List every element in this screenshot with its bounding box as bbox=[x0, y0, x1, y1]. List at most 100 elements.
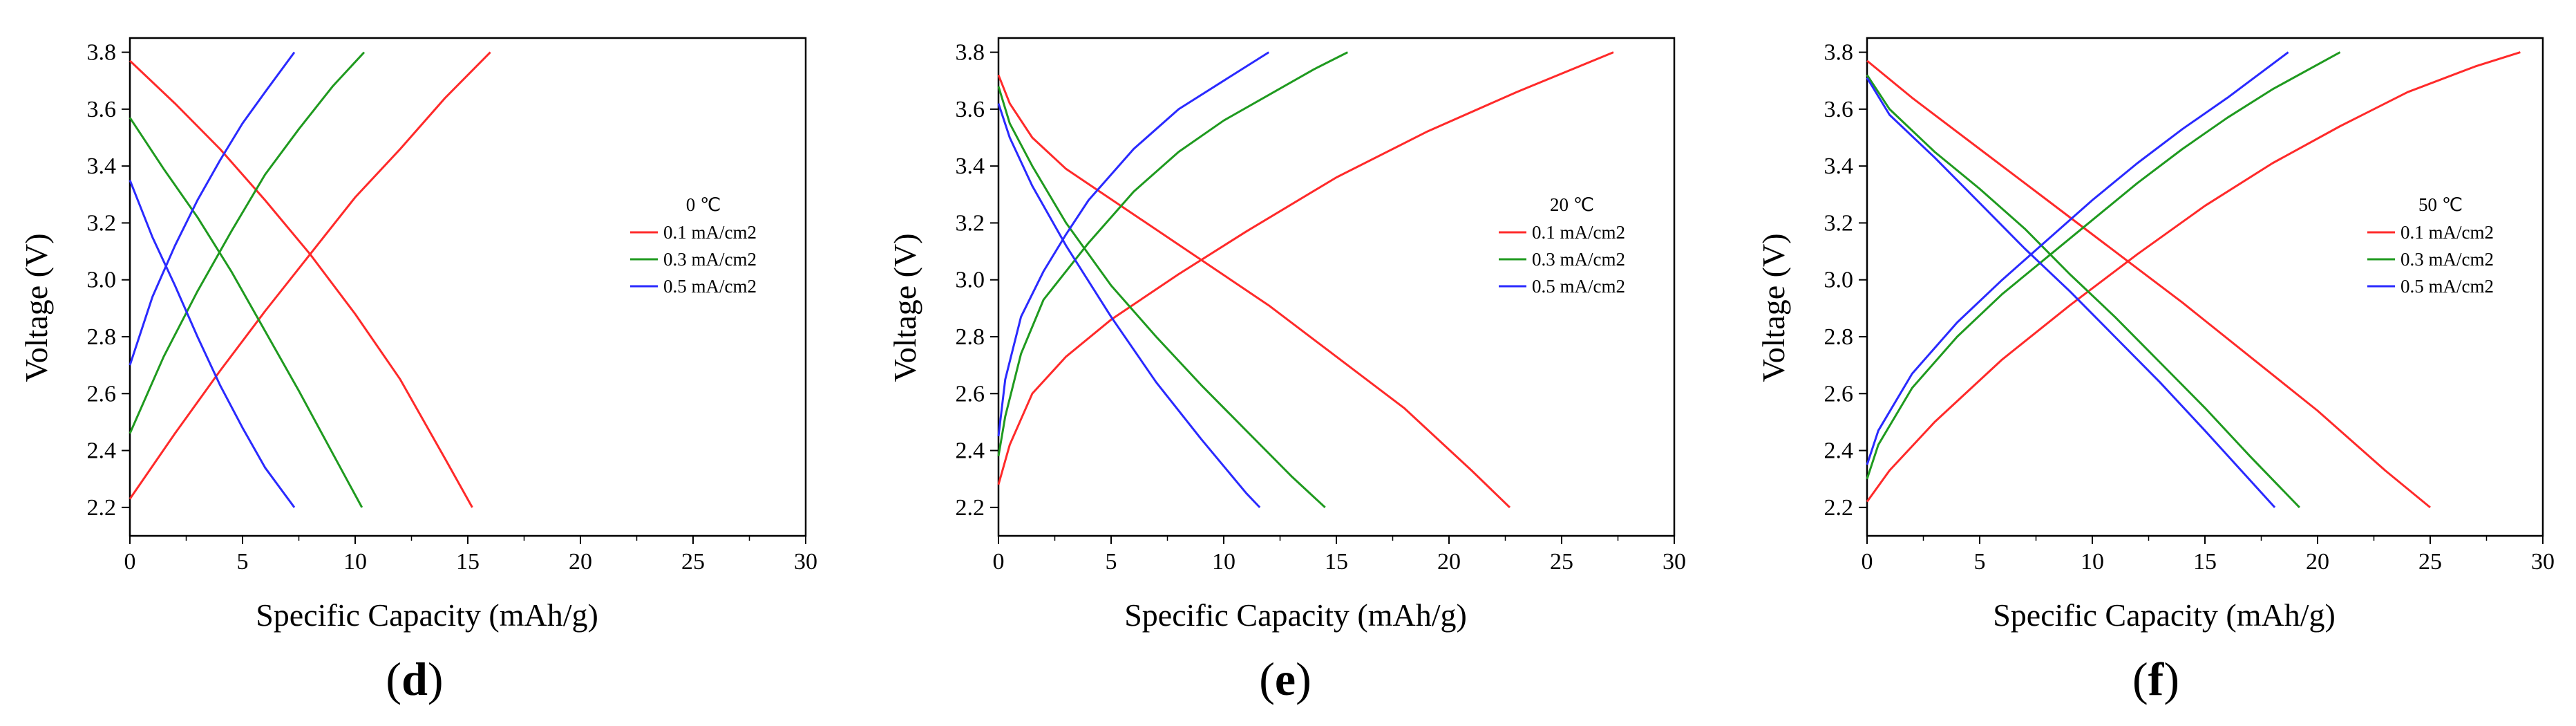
series-0.5-discharge-line bbox=[1866, 77, 2276, 508]
plot-area: 0 5 10 15 20 25 30 2.2 2.4 2.6 2.8 3.0 3.2 3.4 3.6 3.8 bbox=[1824, 37, 2555, 575]
y-tick-label: 3.4 bbox=[87, 153, 117, 179]
y-tick-label: 2.8 bbox=[1824, 324, 1854, 350]
series-0.5-discharge-line bbox=[129, 180, 296, 508]
x-tick-label: 25 bbox=[2418, 549, 2442, 575]
legend-label-0.5: 0.5 mA/cm2 bbox=[2400, 276, 2494, 297]
x-tick-label: 10 bbox=[2081, 549, 2104, 575]
x-tick-label: 20 bbox=[569, 549, 592, 575]
y-tick-label: 2.2 bbox=[1824, 495, 1854, 521]
series-0.3-charge-line bbox=[997, 51, 1348, 457]
series-0.1-charge-line bbox=[1866, 51, 2521, 503]
x-tick-label: 25 bbox=[1550, 549, 1573, 575]
x-tick-label: 5 bbox=[237, 549, 249, 575]
legend-title: 20 ℃ bbox=[1550, 194, 1594, 215]
x-tick-label: 25 bbox=[681, 549, 705, 575]
legend-title: 0 ℃ bbox=[686, 194, 721, 215]
legend-label-0.3: 0.3 mA/cm2 bbox=[1532, 249, 1625, 270]
x-tick-label: 10 bbox=[343, 549, 367, 575]
y-tick-label: 3.2 bbox=[87, 210, 117, 236]
y-tick-label: 3.8 bbox=[956, 40, 985, 66]
panel-label-letter: f bbox=[2148, 653, 2165, 705]
legend-label-0.5: 0.5 mA/cm2 bbox=[1532, 276, 1625, 297]
series-0.5-discharge-line bbox=[997, 103, 1261, 508]
x-tick-label: 15 bbox=[456, 549, 480, 575]
panel-label-letter: d bbox=[401, 653, 428, 705]
y-tick-label: 3.2 bbox=[956, 210, 985, 236]
plot-area: 0 5 10 15 20 25 30 2.2 2.4 2.6 2.8 3.0 3.2 3.4 3.6 3.8 bbox=[956, 37, 1686, 575]
series-0.1-discharge-line bbox=[129, 59, 473, 508]
plot-area: 0 5 10 15 20 25 30 2.2 2.4 2.6 2.8 3.0 3.2 3.4 3.6 3.8 bbox=[87, 37, 817, 575]
y-tick-label: 3.6 bbox=[956, 97, 985, 122]
y-tick-label: 2.4 bbox=[1824, 438, 1854, 464]
series-0.3-discharge-line bbox=[1866, 74, 2300, 508]
y-axis-label: Voltage (V) bbox=[1756, 233, 1791, 382]
series-0.5-charge-line bbox=[129, 51, 296, 366]
series-0.3-discharge-line bbox=[997, 86, 1326, 509]
y-tick-label: 2.6 bbox=[87, 381, 117, 407]
chart-panel-f: Voltage (V) Specific Capacity (mAh/g) 50… bbox=[1756, 194, 2494, 705]
panel-label-close: ) bbox=[2163, 653, 2179, 705]
y-tick-label: 3.8 bbox=[87, 40, 117, 66]
y-tick-label: 2.6 bbox=[956, 381, 985, 407]
x-tick-label: 15 bbox=[2193, 549, 2217, 575]
series-0.1-charge-line bbox=[997, 51, 1614, 485]
y-tick-label: 2.8 bbox=[87, 324, 117, 350]
x-tick-label: 30 bbox=[1663, 549, 1686, 575]
panel-label: (e) bbox=[1259, 653, 1311, 705]
x-tick-label: 5 bbox=[1106, 549, 1117, 575]
y-axis-label: Voltage (V) bbox=[887, 233, 922, 382]
panel-label-close: ) bbox=[428, 653, 444, 705]
y-tick-label: 3.0 bbox=[956, 268, 985, 293]
x-tick-label: 30 bbox=[794, 549, 817, 575]
legend-label-0.1: 0.1 mA/cm2 bbox=[2400, 222, 2494, 243]
y-tick-label: 3.8 bbox=[1824, 40, 1854, 66]
y-tick-label: 2.8 bbox=[956, 324, 985, 350]
y-tick-label: 3.6 bbox=[1824, 97, 1854, 122]
x-axis-label: Specific Capacity (mAh/g) bbox=[256, 597, 598, 633]
panel-label-letter: e bbox=[1275, 653, 1296, 705]
panel-label: (f) bbox=[2132, 653, 2179, 705]
chart-panel-d: Voltage (V) Specific Capacity (mAh/g) 0 … bbox=[19, 194, 757, 705]
legend-label-0.1: 0.1 mA/cm2 bbox=[1532, 222, 1625, 243]
series-0.5-charge-line bbox=[1866, 51, 2289, 465]
series-0.3-charge-line bbox=[129, 51, 366, 434]
x-tick-label: 20 bbox=[1437, 549, 1461, 575]
series-0.1-discharge-line bbox=[1866, 59, 2431, 509]
panel-label-open: ( bbox=[386, 653, 401, 705]
y-tick-label: 2.4 bbox=[87, 438, 117, 464]
panel-label-open: ( bbox=[1259, 653, 1275, 705]
series-0.1-charge-line bbox=[129, 51, 491, 500]
y-tick-label: 3.2 bbox=[1824, 210, 1854, 236]
panel-label-close: ) bbox=[1296, 653, 1311, 705]
y-tick-label: 3.0 bbox=[1824, 268, 1854, 293]
x-tick-label: 0 bbox=[1862, 549, 1873, 575]
chart-panel-e: Voltage (V) Specific Capacity (mAh/g) 20… bbox=[887, 194, 1625, 705]
y-tick-label: 2.2 bbox=[956, 495, 985, 521]
x-tick-label: 30 bbox=[2531, 549, 2555, 575]
x-tick-label: 0 bbox=[993, 549, 1005, 575]
y-tick-label: 3.0 bbox=[87, 268, 117, 293]
panel-label: (d) bbox=[386, 653, 443, 705]
x-axis-label: Specific Capacity (mAh/g) bbox=[1993, 597, 2336, 633]
x-tick-label: 20 bbox=[2306, 549, 2329, 575]
panel-label-open: ( bbox=[2132, 653, 2148, 705]
legend-label-0.3: 0.3 mA/cm2 bbox=[2400, 249, 2494, 270]
x-tick-label: 15 bbox=[1325, 549, 1348, 575]
y-tick-label: 3.6 bbox=[87, 97, 117, 122]
y-tick-label: 2.6 bbox=[1824, 381, 1854, 407]
y-tick-label: 3.4 bbox=[956, 153, 985, 179]
legend-label-0.1: 0.1 mA/cm2 bbox=[663, 222, 757, 243]
y-tick-label: 3.4 bbox=[1824, 153, 1854, 179]
series-0.5-charge-line bbox=[997, 51, 1269, 437]
y-tick-label: 2.4 bbox=[956, 438, 985, 464]
legend-label-0.5: 0.5 mA/cm2 bbox=[663, 276, 757, 297]
legend-label-0.3: 0.3 mA/cm2 bbox=[663, 249, 757, 270]
x-tick-label: 10 bbox=[1212, 549, 1235, 575]
x-tick-label: 0 bbox=[124, 549, 136, 575]
y-axis-label: Voltage (V) bbox=[19, 233, 54, 382]
y-tick-label: 2.2 bbox=[87, 495, 117, 521]
x-axis-label: Specific Capacity (mAh/g) bbox=[1124, 597, 1467, 633]
series-0.3-discharge-line bbox=[129, 117, 363, 508]
